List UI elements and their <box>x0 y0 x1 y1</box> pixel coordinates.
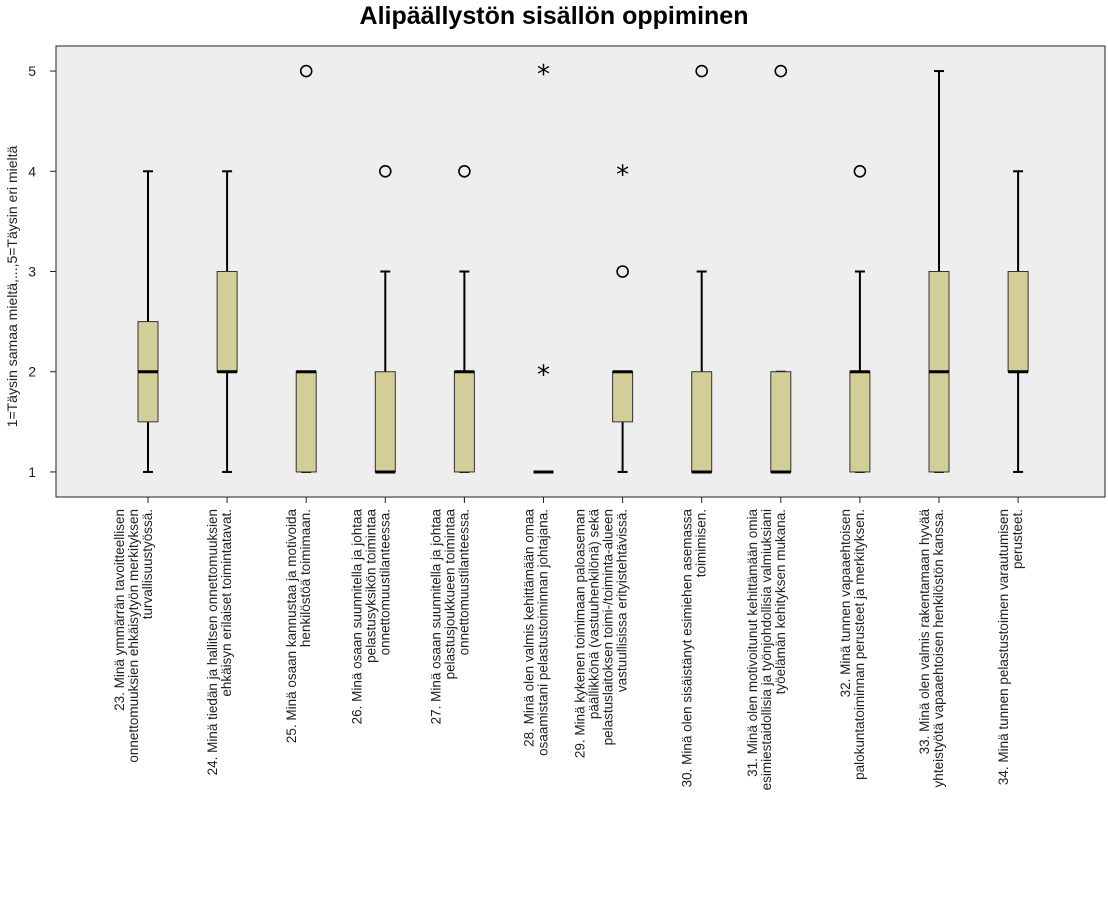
x-tick-label-line: 32. Minä tunnen vapaaehtoisen <box>838 509 853 697</box>
x-tick-label-line: henkilöstöä toimimaan. <box>298 509 313 647</box>
box-7: * <box>612 160 634 473</box>
x-tick-label: 32. Minä tunnen vapaaehtoisen palokuntato… <box>838 509 867 780</box>
x-tick-label-line: vastuullisissa erityistehtävissä. <box>615 509 630 692</box>
outlier-point <box>378 164 392 178</box>
x-tick-label-line: esimiestaidollisia ja työnjohdollisia va… <box>759 509 774 790</box>
box-iqr <box>453 371 475 473</box>
x-tick-label-line: 30. Minä olen sisäistänyt esimiehen asem… <box>680 509 695 788</box>
box-1 <box>137 170 159 473</box>
x-tick-label: 31. Minä olen motivoitunut kehittämään o… <box>745 509 788 791</box>
x-tick-label-line: turvallisuustyössä. <box>140 509 155 619</box>
y-axis-label: 1=Täysin samaa mieltä,...,5=Täysin eri m… <box>4 145 20 427</box>
y-tick-label: 5 <box>28 63 36 79</box>
box-12 <box>1007 170 1029 473</box>
box-iqr <box>295 371 317 473</box>
x-tick-label-line: 25. Minä osaan kannustaa ja motivoida <box>284 509 299 744</box>
box-iqr <box>374 371 396 473</box>
x-tick-label-line: 28. Minä olen valmis kehittämään omaa <box>522 509 537 747</box>
box-5 <box>453 164 475 473</box>
x-tick-label: 27. Minä osaan suunnitella ja johtaa pela… <box>428 509 471 725</box>
x-tick-label: 30. Minä olen sisäistänyt esimiehen asem… <box>680 509 709 788</box>
x-tick-label-line: 23. Minä ymmärrän tavoitteellisen <box>112 509 127 711</box>
x-tick-label: 28. Minä olen valmis kehittämään omaa osa… <box>522 509 551 756</box>
x-tick-label: 24. Minä tiedän ja hallitsen onnettomuuk… <box>205 509 234 775</box>
outlier-point <box>695 64 709 78</box>
outlier-point <box>616 265 629 278</box>
extreme-point: * <box>537 361 550 391</box>
outlier-point <box>853 164 867 178</box>
box-3 <box>295 64 317 473</box>
x-tick-label-line: 34. Minä tunnen pelastustoimen varautumi… <box>996 509 1011 785</box>
box-iqr <box>849 371 871 473</box>
y-tick-label: 1 <box>28 464 36 480</box>
x-tick-label: 34. Minä tunnen pelastustoimen varautumi… <box>996 509 1025 785</box>
x-tick-label: 25. Minä osaan kannustaa ja motivoida hen… <box>284 509 313 744</box>
extreme-point: * <box>616 160 629 190</box>
x-tick-label-line: 26. Minä osaan suunnitella ja johtaa <box>349 509 364 725</box>
y-tick-label: 4 <box>28 163 36 179</box>
box-iqr <box>1007 271 1029 373</box>
x-tick-label-line: 31. Minä olen motivoitunut kehittämään o… <box>745 509 760 777</box>
x-tick-label-line: 29. Minä kykenen toimimaan paloaseman <box>573 509 588 758</box>
box-iqr <box>612 371 634 423</box>
outlier-point <box>299 64 313 78</box>
x-tick-label-line: yhteistyötä vapaaehtoisen henkilöstön ka… <box>931 509 946 787</box>
x-tick-label: 23. Minä ymmärrän tavoitteellisen onnetto… <box>112 509 155 763</box>
x-tick-label-line: 27. Minä osaan suunnitella ja johtaa <box>428 509 443 725</box>
x-tick-label-line: onnettomuustilanteessa. <box>456 509 471 655</box>
box-10 <box>849 164 871 473</box>
x-tick-label-line: perusteet. <box>1010 509 1025 569</box>
box-11 <box>928 70 950 473</box>
outlier-point <box>774 64 788 78</box>
x-tick-label-line: pelastusyksikön toimintaa <box>363 509 378 663</box>
x-tick-label-line: onnettomuustilanteessa. <box>377 509 392 655</box>
box-6: ** <box>533 60 554 474</box>
y-tick-label: 2 <box>28 364 36 380</box>
x-tick-label-line: pelastusjoukkueen toimintaa <box>442 509 457 680</box>
x-tick-label-line: ehkäisyn erilaiset toimintatavat. <box>219 509 234 697</box>
x-tick-label-line: 24. Minä tiedän ja hallitsen onnettomuuk… <box>205 509 220 775</box>
x-tick-label-line: 33. Minä olen valmis rakentamaan hyvää <box>917 509 932 755</box>
box-4 <box>374 164 396 474</box>
x-tick-label-line: osaamistani pelastustoiminnan johtajana. <box>536 509 551 756</box>
box-8 <box>691 64 713 474</box>
outlier-point <box>458 164 471 178</box>
y-tick-label: 3 <box>28 264 36 280</box>
box-iqr <box>216 271 238 373</box>
x-tick-label-line: onnettomuuksien ehkäisytyön merkityksen <box>126 509 141 763</box>
x-tick-label: 26. Minä osaan suunnitella ja johtaa pela… <box>349 509 392 725</box>
extreme-point: * <box>537 60 550 90</box>
box-iqr <box>691 371 713 473</box>
x-tick-label-line: palokuntatoiminnan perusteet ja merkityk… <box>852 509 867 780</box>
x-tick-label: 29. Minä kykenen toimimaan paloaseman pää… <box>573 509 630 759</box>
x-tick-label-line: työelämän kehityksen mukana. <box>773 509 788 694</box>
box-iqr <box>770 371 792 473</box>
x-tick-label: 33. Minä olen valmis rakentamaan hyvää yh… <box>917 509 946 788</box>
x-tick-label-line: päällikkönä (vastuuhenkilönä) sekä <box>587 509 602 720</box>
x-tick-label-line: pelastuslaitoksen toimi-/toiminta-alueen <box>601 509 616 745</box>
box-9 <box>770 64 792 474</box>
x-tick-label-line: toimimisen. <box>694 509 709 577</box>
chart-title: Alipäällystön sisällön oppiminen <box>359 2 749 30</box>
box-2 <box>216 170 238 473</box>
